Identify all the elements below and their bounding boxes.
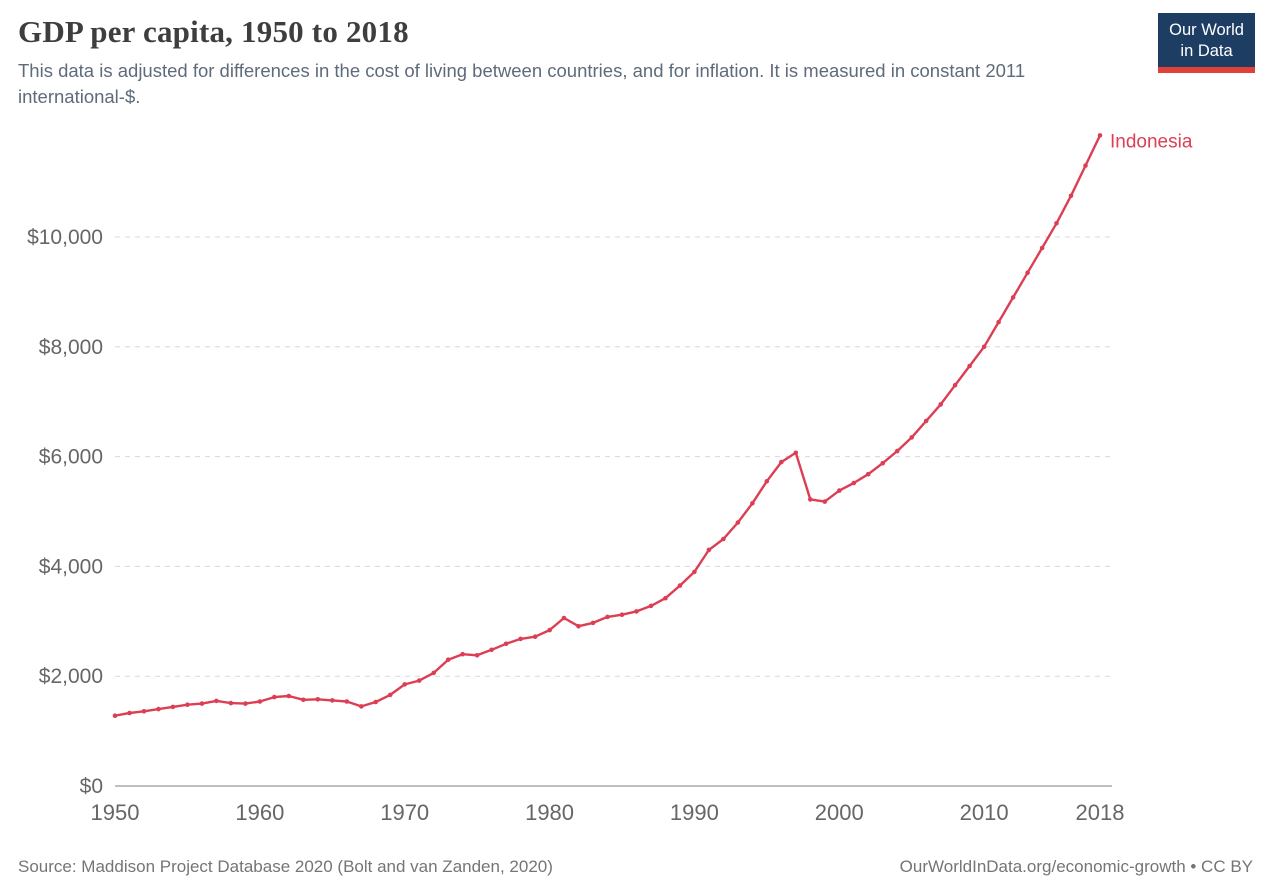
y-tick-label: $4,000 (39, 555, 103, 578)
data-point (416, 678, 422, 683)
data-point (474, 653, 480, 658)
data-point (1039, 245, 1045, 251)
series-line (113, 134, 1102, 717)
data-point (648, 603, 654, 609)
y-tick-label: $0 (80, 775, 103, 798)
data-point (576, 623, 581, 629)
data-point (286, 693, 292, 699)
data-point (330, 698, 335, 703)
data-point (170, 704, 176, 710)
data-point (532, 634, 538, 639)
data-point (489, 647, 494, 653)
x-tick-label: 1960 (235, 800, 284, 825)
x-tick-label: 1970 (380, 800, 429, 825)
data-point (952, 382, 958, 388)
data-point (634, 609, 639, 614)
source-note: Source: Maddison Project Database 2020 (… (18, 857, 553, 876)
data-point (243, 701, 248, 706)
data-point (1010, 295, 1016, 300)
data-point (750, 501, 755, 506)
data-point (257, 699, 263, 704)
data-point (619, 612, 625, 617)
owid-link[interactable]: OurWorldInData.org/economic-growth • CC … (899, 857, 1253, 876)
x-tick-label: 1980 (525, 800, 574, 825)
data-point (663, 595, 668, 601)
x-tick-label: 1990 (670, 800, 719, 825)
data-point (185, 702, 190, 707)
data-point (923, 418, 929, 424)
x-tick-label: 2010 (960, 800, 1009, 825)
data-point (967, 363, 972, 369)
data-point (764, 479, 770, 484)
data-point (228, 700, 234, 706)
data-point (547, 627, 552, 633)
data-point (561, 615, 567, 621)
data-point (387, 692, 393, 698)
owid-logo[interactable]: Our World in Data (1158, 13, 1255, 74)
data-point (880, 460, 885, 466)
data-point (503, 641, 509, 647)
data-point (127, 710, 132, 716)
series-label: Indonesia (1110, 131, 1193, 152)
data-point (141, 709, 147, 714)
x-tick-label: 2018 (1076, 800, 1125, 825)
data-point (981, 344, 987, 350)
data-point (156, 706, 161, 712)
data-point (851, 480, 857, 486)
data-point (214, 698, 219, 704)
data-point (605, 614, 610, 620)
data-point (373, 699, 379, 705)
chart-footer: Source: Maddison Project Database 2020 (… (18, 857, 1253, 877)
data-point (112, 713, 118, 718)
page-title: GDP per capita, 1950 to 2018 (18, 14, 409, 49)
data-point (735, 520, 741, 525)
data-point (1083, 163, 1088, 168)
data-point (1068, 193, 1074, 199)
data-point (1054, 221, 1059, 226)
data-point (677, 583, 683, 588)
data-point (706, 547, 712, 553)
y-tick-label: $2,000 (39, 665, 103, 688)
data-point (359, 704, 364, 709)
data-point (909, 435, 914, 440)
data-point (590, 620, 596, 626)
data-point (402, 682, 408, 687)
chart-subtitle: This data is adjusted for differences in… (18, 60, 1026, 107)
owid-logo-line2: in Data (1180, 41, 1233, 60)
y-tick-label: $6,000 (39, 446, 103, 469)
data-point (518, 636, 523, 642)
data-point (1025, 270, 1030, 276)
data-point (865, 471, 871, 477)
y-tick-label: $10,000 (27, 226, 103, 249)
data-point (272, 694, 277, 700)
data-point (996, 319, 1001, 325)
data-point (199, 701, 205, 706)
data-point (1097, 133, 1103, 138)
chart-header: GDP per capita, 1950 to 2018 This data i… (18, 14, 1131, 109)
x-tick-label: 2000 (815, 800, 864, 825)
data-point (692, 569, 697, 575)
data-point (938, 402, 943, 407)
owid-logo-line1: Our World (1169, 21, 1244, 39)
data-point (837, 488, 842, 493)
data-point (779, 459, 784, 465)
data-point (721, 536, 726, 542)
data-point (445, 657, 451, 662)
data-point (894, 448, 900, 454)
x-tick-label: 1950 (91, 800, 140, 825)
data-point (431, 670, 437, 676)
data-point (301, 697, 306, 703)
y-tick-label: $8,000 (39, 336, 103, 359)
data-point (822, 499, 828, 504)
data-point (315, 697, 321, 702)
data-point (460, 651, 465, 657)
data-point (793, 450, 799, 456)
data-point (344, 699, 350, 704)
data-point (808, 497, 813, 502)
